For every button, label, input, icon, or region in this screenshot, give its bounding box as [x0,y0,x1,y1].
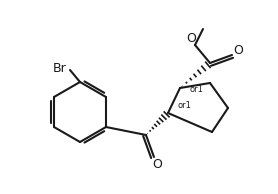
Text: Br: Br [52,61,66,74]
Text: O: O [152,158,162,171]
Text: or1: or1 [190,86,204,94]
Text: O: O [233,44,243,57]
Text: or1: or1 [178,100,192,109]
Text: O: O [186,31,196,44]
